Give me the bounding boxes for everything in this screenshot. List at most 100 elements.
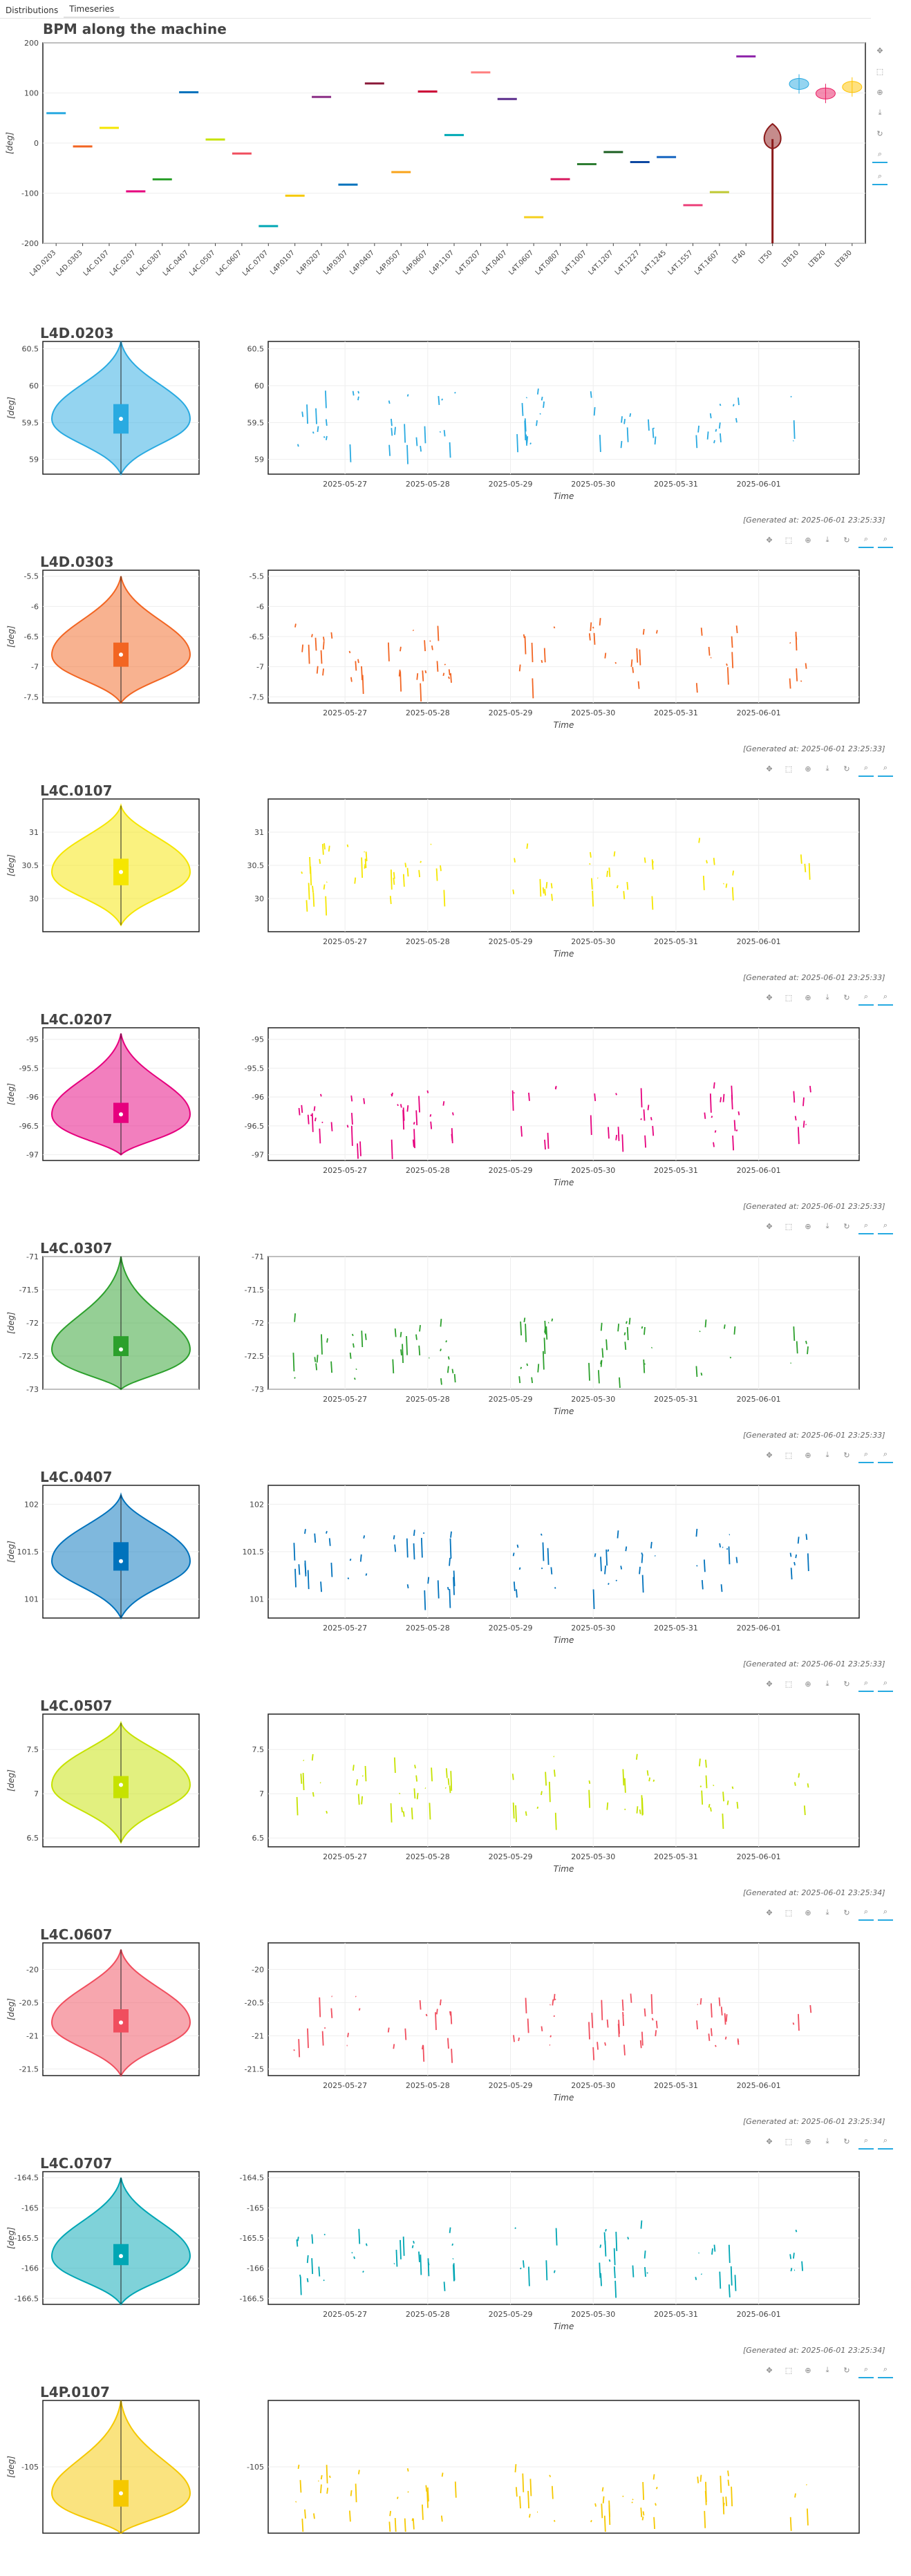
timeseries-segment bbox=[308, 1570, 309, 1590]
hover2-icon[interactable]: ⌕ bbox=[878, 989, 893, 1006]
timeseries-segment bbox=[366, 852, 367, 861]
timeseries-segment bbox=[621, 416, 622, 422]
box-zoom-icon[interactable]: ⬚ bbox=[781, 990, 796, 1005]
y-tick-label: -200 bbox=[21, 239, 39, 248]
pan-icon[interactable]: ✥ bbox=[762, 532, 777, 547]
x-tick-label: 2025-05-29 bbox=[489, 937, 533, 946]
tab-timeseries[interactable]: Timeseries bbox=[64, 1, 120, 18]
reset-icon[interactable]: ↻ bbox=[839, 1219, 854, 1234]
wheel-zoom-icon[interactable]: ⊕ bbox=[800, 1905, 816, 1920]
hover2-icon[interactable]: ⌕ bbox=[878, 532, 893, 548]
timeseries-segment bbox=[706, 861, 707, 864]
wheel-zoom-icon[interactable]: ⊕ bbox=[800, 1447, 816, 1463]
hover2-icon[interactable]: ⌕ bbox=[872, 169, 887, 185]
hover-icon[interactable]: ⌕ bbox=[858, 532, 874, 548]
timeseries-segment bbox=[639, 1567, 640, 1574]
box-zoom-icon[interactable]: ⬚ bbox=[781, 2134, 796, 2149]
hover-icon[interactable]: ⌕ bbox=[858, 1675, 874, 1692]
reset-icon[interactable]: ↻ bbox=[839, 1676, 854, 1691]
save-icon[interactable]: ⤓ bbox=[820, 2134, 835, 2149]
reset-icon[interactable]: ↻ bbox=[839, 1905, 854, 1920]
hover-icon[interactable]: ⌕ bbox=[858, 760, 874, 777]
wheel-zoom-icon[interactable]: ⊕ bbox=[800, 990, 816, 1005]
box-zoom-icon[interactable]: ⬚ bbox=[781, 2362, 796, 2378]
wheel-zoom-icon[interactable]: ⊕ bbox=[800, 2134, 816, 2149]
pan-icon[interactable]: ✥ bbox=[762, 2362, 777, 2378]
save-icon[interactable]: ⤓ bbox=[820, 2362, 835, 2378]
save-icon[interactable]: ⤓ bbox=[872, 105, 887, 120]
reset-icon[interactable]: ↻ bbox=[839, 2362, 854, 2378]
hover-icon[interactable]: ⌕ bbox=[858, 2133, 874, 2150]
hover2-icon[interactable]: ⌕ bbox=[878, 2133, 893, 2150]
save-icon[interactable]: ⤓ bbox=[820, 761, 835, 776]
reset-icon[interactable]: ↻ bbox=[872, 126, 887, 141]
pan-icon[interactable]: ✥ bbox=[762, 1447, 777, 1463]
box-zoom-icon[interactable]: ⬚ bbox=[781, 1676, 796, 1691]
timeseries-segment bbox=[591, 391, 592, 397]
pan-icon[interactable]: ✥ bbox=[872, 43, 887, 58]
hover2-icon[interactable]: ⌕ bbox=[878, 1904, 893, 1921]
box-zoom-icon[interactable]: ⬚ bbox=[781, 532, 796, 547]
save-icon[interactable]: ⤓ bbox=[820, 990, 835, 1005]
x-tick-label: L4T.1227 bbox=[614, 249, 641, 276]
timeseries-segment bbox=[401, 1104, 402, 1107]
timeseries-segment bbox=[730, 1357, 731, 1358]
hover2-icon[interactable]: ⌕ bbox=[878, 1675, 893, 1692]
wheel-zoom-icon[interactable]: ⊕ bbox=[800, 1219, 816, 1234]
wheel-zoom-icon[interactable]: ⊕ bbox=[800, 532, 816, 547]
pan-icon[interactable]: ✥ bbox=[762, 2134, 777, 2149]
hover2-icon[interactable]: ⌕ bbox=[878, 760, 893, 777]
box-zoom-icon[interactable]: ⬚ bbox=[781, 761, 796, 776]
hover-icon[interactable]: ⌕ bbox=[858, 1447, 874, 1463]
save-icon[interactable]: ⤓ bbox=[820, 1676, 835, 1691]
y-axis-label: [deg] bbox=[6, 1769, 16, 1792]
timeseries-segment bbox=[520, 1322, 521, 1335]
timeseries-segment bbox=[416, 438, 417, 446]
y-tick-label: -71.5 bbox=[245, 1286, 264, 1295]
timeseries-segment bbox=[642, 1554, 643, 1563]
save-icon[interactable]: ⤓ bbox=[820, 1905, 835, 1920]
box-zoom-icon[interactable]: ⬚ bbox=[872, 64, 887, 79]
y-tick-label: 200 bbox=[24, 40, 39, 48]
timeseries-segment bbox=[353, 1765, 354, 1770]
timeseries-segment bbox=[438, 1580, 439, 1598]
wheel-zoom-icon[interactable]: ⊕ bbox=[800, 1676, 816, 1691]
box-zoom-icon[interactable]: ⬚ bbox=[781, 1219, 796, 1234]
hover2-icon[interactable]: ⌕ bbox=[878, 2362, 893, 2378]
pan-icon[interactable]: ✥ bbox=[762, 1676, 777, 1691]
hover-icon[interactable]: ⌕ bbox=[858, 1904, 874, 1921]
timeseries-segment bbox=[723, 2497, 724, 2514]
hover-icon[interactable]: ⌕ bbox=[858, 989, 874, 1006]
save-icon[interactable]: ⤓ bbox=[820, 1219, 835, 1234]
reset-icon[interactable]: ↻ bbox=[839, 1447, 854, 1463]
pan-icon[interactable]: ✥ bbox=[762, 1905, 777, 1920]
timeseries-segment bbox=[389, 2521, 390, 2532]
save-icon[interactable]: ⤓ bbox=[820, 1447, 835, 1463]
box-zoom-icon[interactable]: ⬚ bbox=[781, 1905, 796, 1920]
timeseries-segment bbox=[726, 2014, 727, 2022]
wheel-zoom-icon[interactable]: ⊕ bbox=[800, 761, 816, 776]
reset-icon[interactable]: ↻ bbox=[839, 990, 854, 1005]
x-tick-label: 2025-05-27 bbox=[323, 1852, 367, 1861]
hover-icon[interactable]: ⌕ bbox=[858, 2362, 874, 2378]
y-tick-label: 7.5 bbox=[27, 1745, 39, 1754]
timeseries-segment bbox=[555, 1999, 556, 2000]
reset-icon[interactable]: ↻ bbox=[839, 532, 854, 547]
pan-icon[interactable]: ✥ bbox=[762, 1219, 777, 1234]
reset-icon[interactable]: ↻ bbox=[839, 761, 854, 776]
timeseries-segment bbox=[530, 443, 531, 444]
tab-distributions[interactable]: Distributions bbox=[0, 3, 64, 18]
pan-icon[interactable]: ✥ bbox=[762, 990, 777, 1005]
save-icon[interactable]: ⤓ bbox=[820, 532, 835, 547]
hover-icon[interactable]: ⌕ bbox=[872, 147, 887, 163]
main-toolbar: ✥ ⬚ ⊕ ⤓ ↻ ⌕ ⌕ bbox=[872, 43, 887, 185]
wheel-zoom-icon[interactable]: ⊕ bbox=[800, 2362, 816, 2378]
wheel-zoom-icon[interactable]: ⊕ bbox=[872, 84, 887, 100]
box-zoom-icon[interactable]: ⬚ bbox=[781, 1447, 796, 1463]
hover2-icon[interactable]: ⌕ bbox=[878, 1218, 893, 1234]
hover2-icon[interactable]: ⌕ bbox=[878, 1447, 893, 1463]
hover-icon[interactable]: ⌕ bbox=[858, 1218, 874, 1234]
pan-icon[interactable]: ✥ bbox=[762, 761, 777, 776]
reset-icon[interactable]: ↻ bbox=[839, 2134, 854, 2149]
x-tick-label: 2025-05-27 bbox=[323, 1624, 367, 1633]
